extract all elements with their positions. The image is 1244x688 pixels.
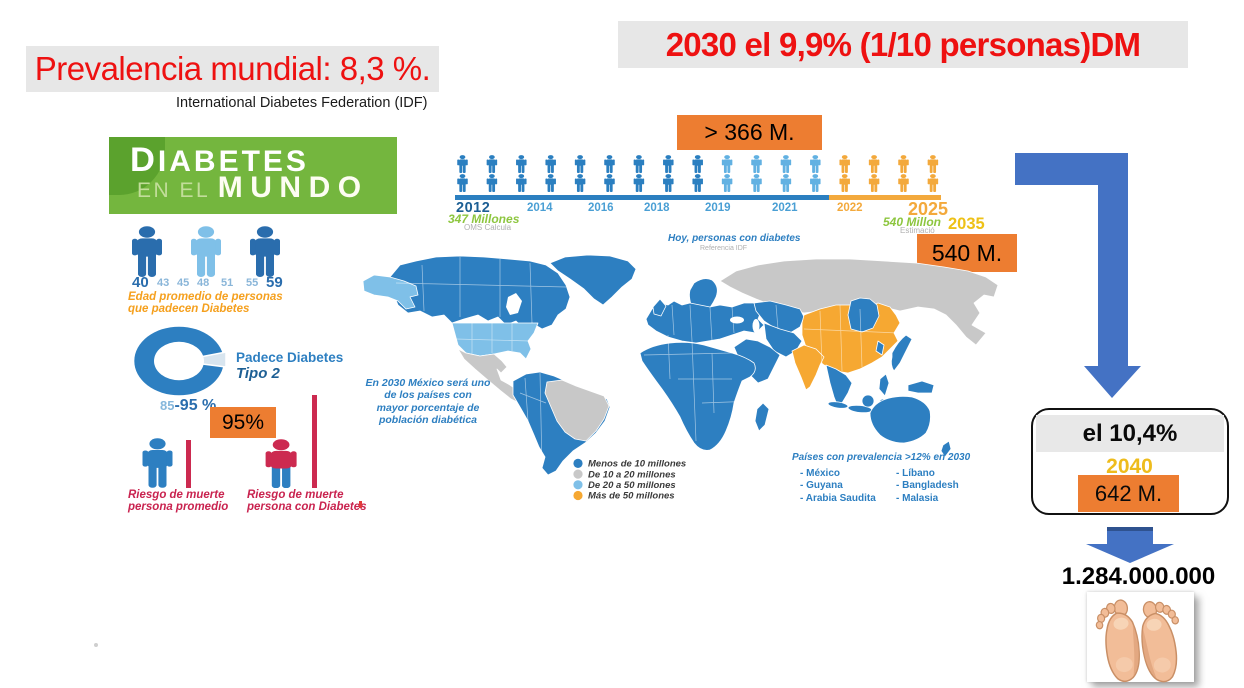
svg-text:De 10 a 20 millones: De 10 a 20 millones (588, 469, 676, 480)
svg-text:Menos de 10 millones: Menos de 10 millones (588, 459, 686, 470)
svg-text:Más de 50 millones: Más de 50 millones (588, 491, 675, 502)
svg-text:De 20 a 50 millones: De 20 a 50 millones (588, 480, 676, 491)
